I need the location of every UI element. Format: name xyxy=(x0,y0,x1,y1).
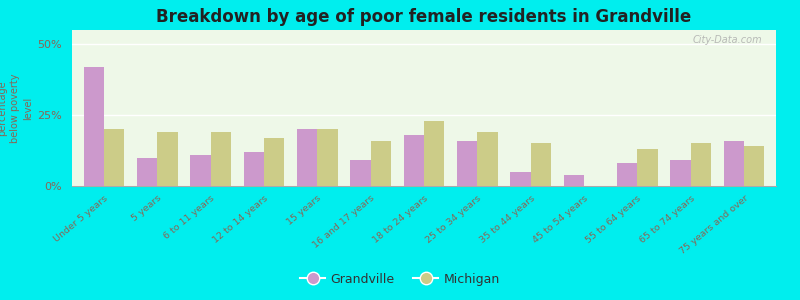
Bar xyxy=(370,141,391,186)
Bar xyxy=(350,160,370,186)
Bar xyxy=(137,158,158,186)
Y-axis label: percentage
below poverty
level: percentage below poverty level xyxy=(0,73,34,143)
Title: Breakdown by age of poor female residents in Grandville: Breakdown by age of poor female resident… xyxy=(156,8,692,26)
Bar xyxy=(210,132,231,186)
Bar xyxy=(424,121,444,186)
Bar xyxy=(404,135,424,186)
Bar xyxy=(457,141,478,186)
Bar xyxy=(84,67,104,186)
Bar xyxy=(158,132,178,186)
Bar xyxy=(318,129,338,186)
Bar xyxy=(617,163,638,186)
Bar xyxy=(244,152,264,186)
Bar xyxy=(530,143,551,186)
Bar xyxy=(564,175,584,186)
Bar xyxy=(670,160,690,186)
Bar xyxy=(264,138,284,186)
Bar xyxy=(190,155,210,186)
Bar xyxy=(638,149,658,186)
Bar xyxy=(478,132,498,186)
Legend: Grandville, Michigan: Grandville, Michigan xyxy=(295,268,505,291)
Bar xyxy=(510,172,530,186)
Bar xyxy=(297,129,318,186)
Bar xyxy=(744,146,764,186)
Text: City-Data.com: City-Data.com xyxy=(692,35,762,45)
Bar xyxy=(690,143,711,186)
Bar xyxy=(724,141,744,186)
Bar xyxy=(104,129,124,186)
